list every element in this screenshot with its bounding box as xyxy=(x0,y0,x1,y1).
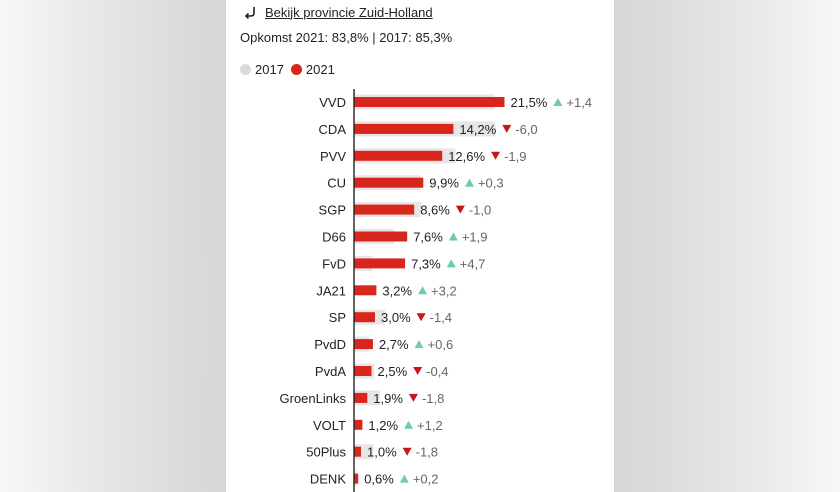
change-label-cu: +0,3 xyxy=(478,176,504,191)
change-label-ja21: +3,2 xyxy=(431,283,457,298)
legend-swatch-2017 xyxy=(240,64,251,75)
value-label-ja21: 3,2% xyxy=(382,283,412,298)
change-label-groenlinks: -1,8 xyxy=(422,391,444,406)
bar-2021-cu xyxy=(354,177,424,188)
value-label-pvda: 2,5% xyxy=(378,364,408,379)
arrow-down-icon-50plus xyxy=(402,447,412,456)
bar-2021-ja21 xyxy=(354,285,377,296)
party-label-ja21: JA21 xyxy=(316,283,346,298)
party-label-50plus: 50Plus xyxy=(306,445,346,460)
change-label-sgp: -1,0 xyxy=(469,203,491,218)
value-label-pvv: 12,6% xyxy=(448,149,485,164)
bar-2021-sgp xyxy=(354,204,415,215)
party-label-denk: DENK xyxy=(310,472,346,487)
arrow-up-icon-pvdd xyxy=(414,340,424,349)
legend-item-2021: 2021 xyxy=(290,62,335,77)
arrow-down-icon-sp xyxy=(416,313,426,322)
arrow-down-icon-cda xyxy=(502,124,512,133)
value-label-cu: 9,9% xyxy=(429,176,459,191)
value-label-sgp: 8,6% xyxy=(420,203,450,218)
bar-2021-volt xyxy=(354,419,363,430)
party-label-pvv: PVV xyxy=(320,149,346,164)
party-label-fvd: FvD xyxy=(322,256,346,271)
value-label-fvd: 7,3% xyxy=(411,256,441,271)
party-label-groenlinks: GroenLinks xyxy=(280,391,347,406)
province-link[interactable]: Bekijk provincie Zuid-Holland xyxy=(243,3,433,21)
province-link-label[interactable]: Bekijk provincie Zuid-Holland xyxy=(265,4,433,20)
party-label-d66: D66 xyxy=(322,230,346,245)
legend-label-2021: 2021 xyxy=(305,62,335,77)
arrow-down-icon-sgp xyxy=(455,205,465,214)
arrow-up-icon-denk xyxy=(399,474,409,483)
background-right xyxy=(614,0,840,492)
change-label-cda: -6,0 xyxy=(515,122,537,137)
change-label-denk: +0,2 xyxy=(413,472,439,487)
party-label-cu: CU xyxy=(327,176,346,191)
party-label-sgp: SGP xyxy=(319,203,346,218)
bar-2021-groenlinks xyxy=(354,392,368,403)
value-label-sp: 3,0% xyxy=(381,310,411,325)
arrow-up-icon-d66 xyxy=(448,232,458,241)
arrow-down-icon-pvv xyxy=(491,151,501,160)
bar-2021-50plus xyxy=(354,446,361,457)
arrow-up-icon-cu xyxy=(464,178,474,187)
arrow-up-icon-vvd xyxy=(553,98,563,106)
change-label-sp: -1,4 xyxy=(430,310,452,325)
arrow-up-icon-fvd xyxy=(446,259,456,268)
party-label-vvd: VVD xyxy=(319,95,346,110)
value-label-cda: 14,2% xyxy=(459,122,496,137)
change-label-vvd: +1,4 xyxy=(566,95,592,110)
bar-2021-d66 xyxy=(354,231,408,242)
party-label-volt: VOLT xyxy=(313,418,346,433)
bar-2021-cda xyxy=(354,123,454,134)
legend-item-2017: 2017 xyxy=(240,62,284,77)
bar-2021-pvdd xyxy=(354,339,373,350)
results-card: Bekijk provincie Zuid-Holland Opkomst 20… xyxy=(226,0,614,492)
arrow-down-icon-groenlinks xyxy=(408,393,418,402)
chart-legend: 2017 2021 xyxy=(240,62,342,77)
change-label-pvda: -0,4 xyxy=(426,364,448,379)
bar-2021-vvd xyxy=(354,97,505,107)
value-label-volt: 1,2% xyxy=(368,418,398,433)
bar-2021-pvv xyxy=(354,150,443,161)
bar-2021-denk xyxy=(354,473,359,484)
value-label-d66: 7,6% xyxy=(413,230,443,245)
bar-2021-pvda xyxy=(354,366,372,376)
value-label-denk: 0,6% xyxy=(364,472,394,487)
arrow-up-icon-ja21 xyxy=(418,286,428,295)
bar-chart: VVD 21,5% +1,4 CDA 14,2% -6,0 PVV 12,6% -1,9 CU 9,… xyxy=(280,89,592,492)
value-label-pvdd: 2,7% xyxy=(379,337,409,352)
legend-label-2017: 2017 xyxy=(255,62,284,77)
turnout-text: Opkomst 2021: 83,8% | 2017: 85,3% xyxy=(240,30,453,45)
bar-2021-fvd xyxy=(354,258,406,269)
change-label-fvd: +4,7 xyxy=(460,256,486,271)
legend-swatch-2021 xyxy=(290,64,302,75)
change-label-volt: +1,2 xyxy=(417,418,443,433)
background-left xyxy=(0,0,226,492)
arrow-down-icon-pvda xyxy=(413,367,423,375)
change-label-pvv: -1,9 xyxy=(504,149,526,164)
value-label-50plus: 1,0% xyxy=(367,445,397,460)
party-label-pvdd: PvdD xyxy=(314,337,346,352)
return-arrow-icon xyxy=(244,7,255,19)
change-label-pvdd: +0,6 xyxy=(428,337,454,352)
change-label-d66: +1,9 xyxy=(462,230,488,245)
arrow-up-icon-volt xyxy=(404,420,414,429)
change-label-50plus: -1,8 xyxy=(416,445,438,460)
party-label-pvda: PvdA xyxy=(315,364,346,379)
value-label-vvd: 21,5% xyxy=(511,95,548,110)
bar-2021-sp xyxy=(354,312,375,323)
party-label-sp: SP xyxy=(329,310,346,325)
party-label-cda: CDA xyxy=(319,122,347,137)
value-label-groenlinks: 1,9% xyxy=(373,391,403,406)
